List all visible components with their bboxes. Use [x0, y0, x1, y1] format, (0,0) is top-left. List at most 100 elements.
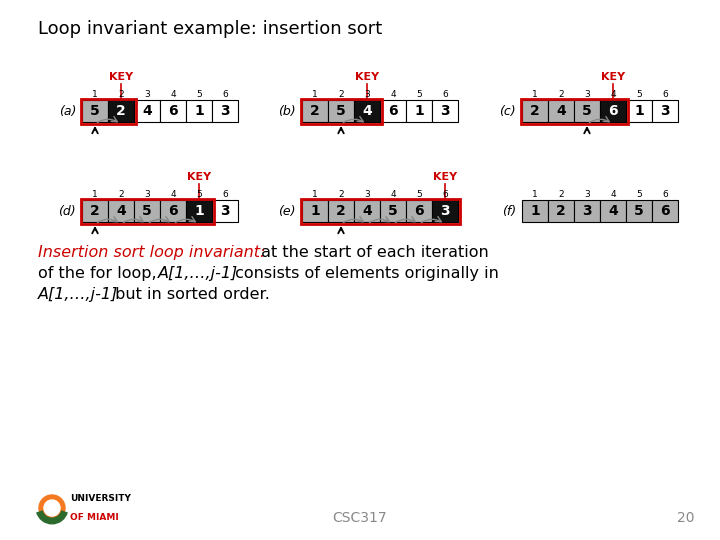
Text: 4: 4 [556, 104, 566, 118]
Text: 4: 4 [362, 104, 372, 118]
Text: 3: 3 [144, 90, 150, 99]
Text: 3: 3 [220, 204, 230, 218]
Bar [212, 200, 238, 222]
Text: KEY: KEY [109, 72, 133, 82]
Text: KEY: KEY [601, 72, 625, 82]
Text: 6: 6 [662, 190, 668, 199]
Text: 3: 3 [220, 104, 230, 118]
Text: 1: 1 [634, 104, 644, 118]
Text: 1: 1 [414, 104, 424, 118]
Text: KEY: KEY [433, 172, 457, 182]
Text: 4: 4 [116, 204, 126, 218]
Text: 6: 6 [222, 90, 228, 99]
Text: at the start of each iteration: at the start of each iteration [256, 245, 489, 260]
Text: Insertion sort loop invariant:: Insertion sort loop invariant: [38, 245, 266, 260]
Bar [186, 200, 212, 222]
Text: 1: 1 [194, 204, 204, 218]
Bar [108, 100, 134, 122]
Bar [548, 100, 574, 122]
Text: (b): (b) [279, 105, 296, 118]
Bar [432, 100, 458, 122]
Text: Loop invariant example: insertion sort: Loop invariant example: insertion sort [38, 20, 382, 38]
Text: 5: 5 [336, 104, 346, 118]
Text: 2: 2 [90, 204, 100, 218]
Text: 6: 6 [662, 90, 668, 99]
Bar [380, 200, 406, 222]
Bar [134, 100, 160, 122]
Text: A[1,…,j-1]: A[1,…,j-1] [158, 266, 238, 281]
Text: 1: 1 [92, 90, 98, 99]
Text: 2: 2 [338, 190, 344, 199]
Text: 1: 1 [530, 204, 540, 218]
Bar [574, 200, 600, 222]
Text: 5: 5 [636, 190, 642, 199]
Text: 5: 5 [416, 90, 422, 99]
Text: 1: 1 [312, 190, 318, 199]
Text: KEY: KEY [355, 72, 379, 82]
Text: A[1,…,j-1]: A[1,…,j-1] [38, 287, 118, 302]
Text: 2: 2 [530, 104, 540, 118]
Bar [652, 100, 678, 122]
Circle shape [44, 500, 60, 516]
Bar [652, 200, 678, 222]
Text: 2: 2 [116, 104, 126, 118]
Bar [328, 100, 354, 122]
Text: (d): (d) [58, 205, 76, 218]
Text: 3: 3 [364, 190, 370, 199]
Text: 6: 6 [660, 204, 670, 218]
Text: 5: 5 [636, 90, 642, 99]
Text: 3: 3 [440, 204, 450, 218]
Text: 4: 4 [610, 90, 616, 99]
Text: 5: 5 [388, 204, 398, 218]
Text: 2: 2 [556, 204, 566, 218]
Text: 2: 2 [558, 90, 564, 99]
Text: 3: 3 [584, 90, 590, 99]
Text: (a): (a) [58, 105, 76, 118]
Text: 6: 6 [414, 204, 424, 218]
Text: 6: 6 [442, 90, 448, 99]
Text: 2: 2 [118, 90, 124, 99]
Text: 5: 5 [196, 90, 202, 99]
Bar [81, 98, 135, 124]
Text: CSC317: CSC317 [333, 511, 387, 525]
Bar [328, 200, 354, 222]
Text: (c): (c) [500, 105, 516, 118]
Text: 2: 2 [336, 204, 346, 218]
Text: 3: 3 [584, 190, 590, 199]
Bar [432, 200, 458, 222]
Bar [302, 200, 328, 222]
Text: 5: 5 [416, 190, 422, 199]
Bar [354, 100, 380, 122]
Bar [626, 100, 652, 122]
Text: 6: 6 [442, 190, 448, 199]
Text: consists of elements originally in: consists of elements originally in [230, 266, 499, 281]
Bar [212, 100, 238, 122]
Text: of the for loop,: of the for loop, [38, 266, 162, 281]
Text: 4: 4 [608, 204, 618, 218]
Text: 1: 1 [310, 204, 320, 218]
Text: UNIVERSITY: UNIVERSITY [70, 494, 131, 503]
Text: 6: 6 [168, 104, 178, 118]
Text: 4: 4 [390, 90, 396, 99]
Text: 4: 4 [170, 190, 176, 199]
Bar [354, 200, 380, 222]
Bar [521, 98, 628, 124]
Bar [522, 100, 548, 122]
Circle shape [39, 495, 65, 521]
Bar [82, 200, 108, 222]
Text: 5: 5 [582, 104, 592, 118]
Text: 1: 1 [312, 90, 318, 99]
Bar [81, 199, 214, 224]
Text: 4: 4 [170, 90, 176, 99]
Bar [600, 200, 626, 222]
Bar [82, 100, 108, 122]
Bar [302, 100, 328, 122]
Text: 4: 4 [362, 204, 372, 218]
Text: (f): (f) [502, 205, 516, 218]
Text: 2: 2 [558, 190, 564, 199]
Bar [574, 100, 600, 122]
Bar [626, 200, 652, 222]
Bar [406, 100, 432, 122]
Text: 3: 3 [364, 90, 370, 99]
Text: 3: 3 [144, 190, 150, 199]
